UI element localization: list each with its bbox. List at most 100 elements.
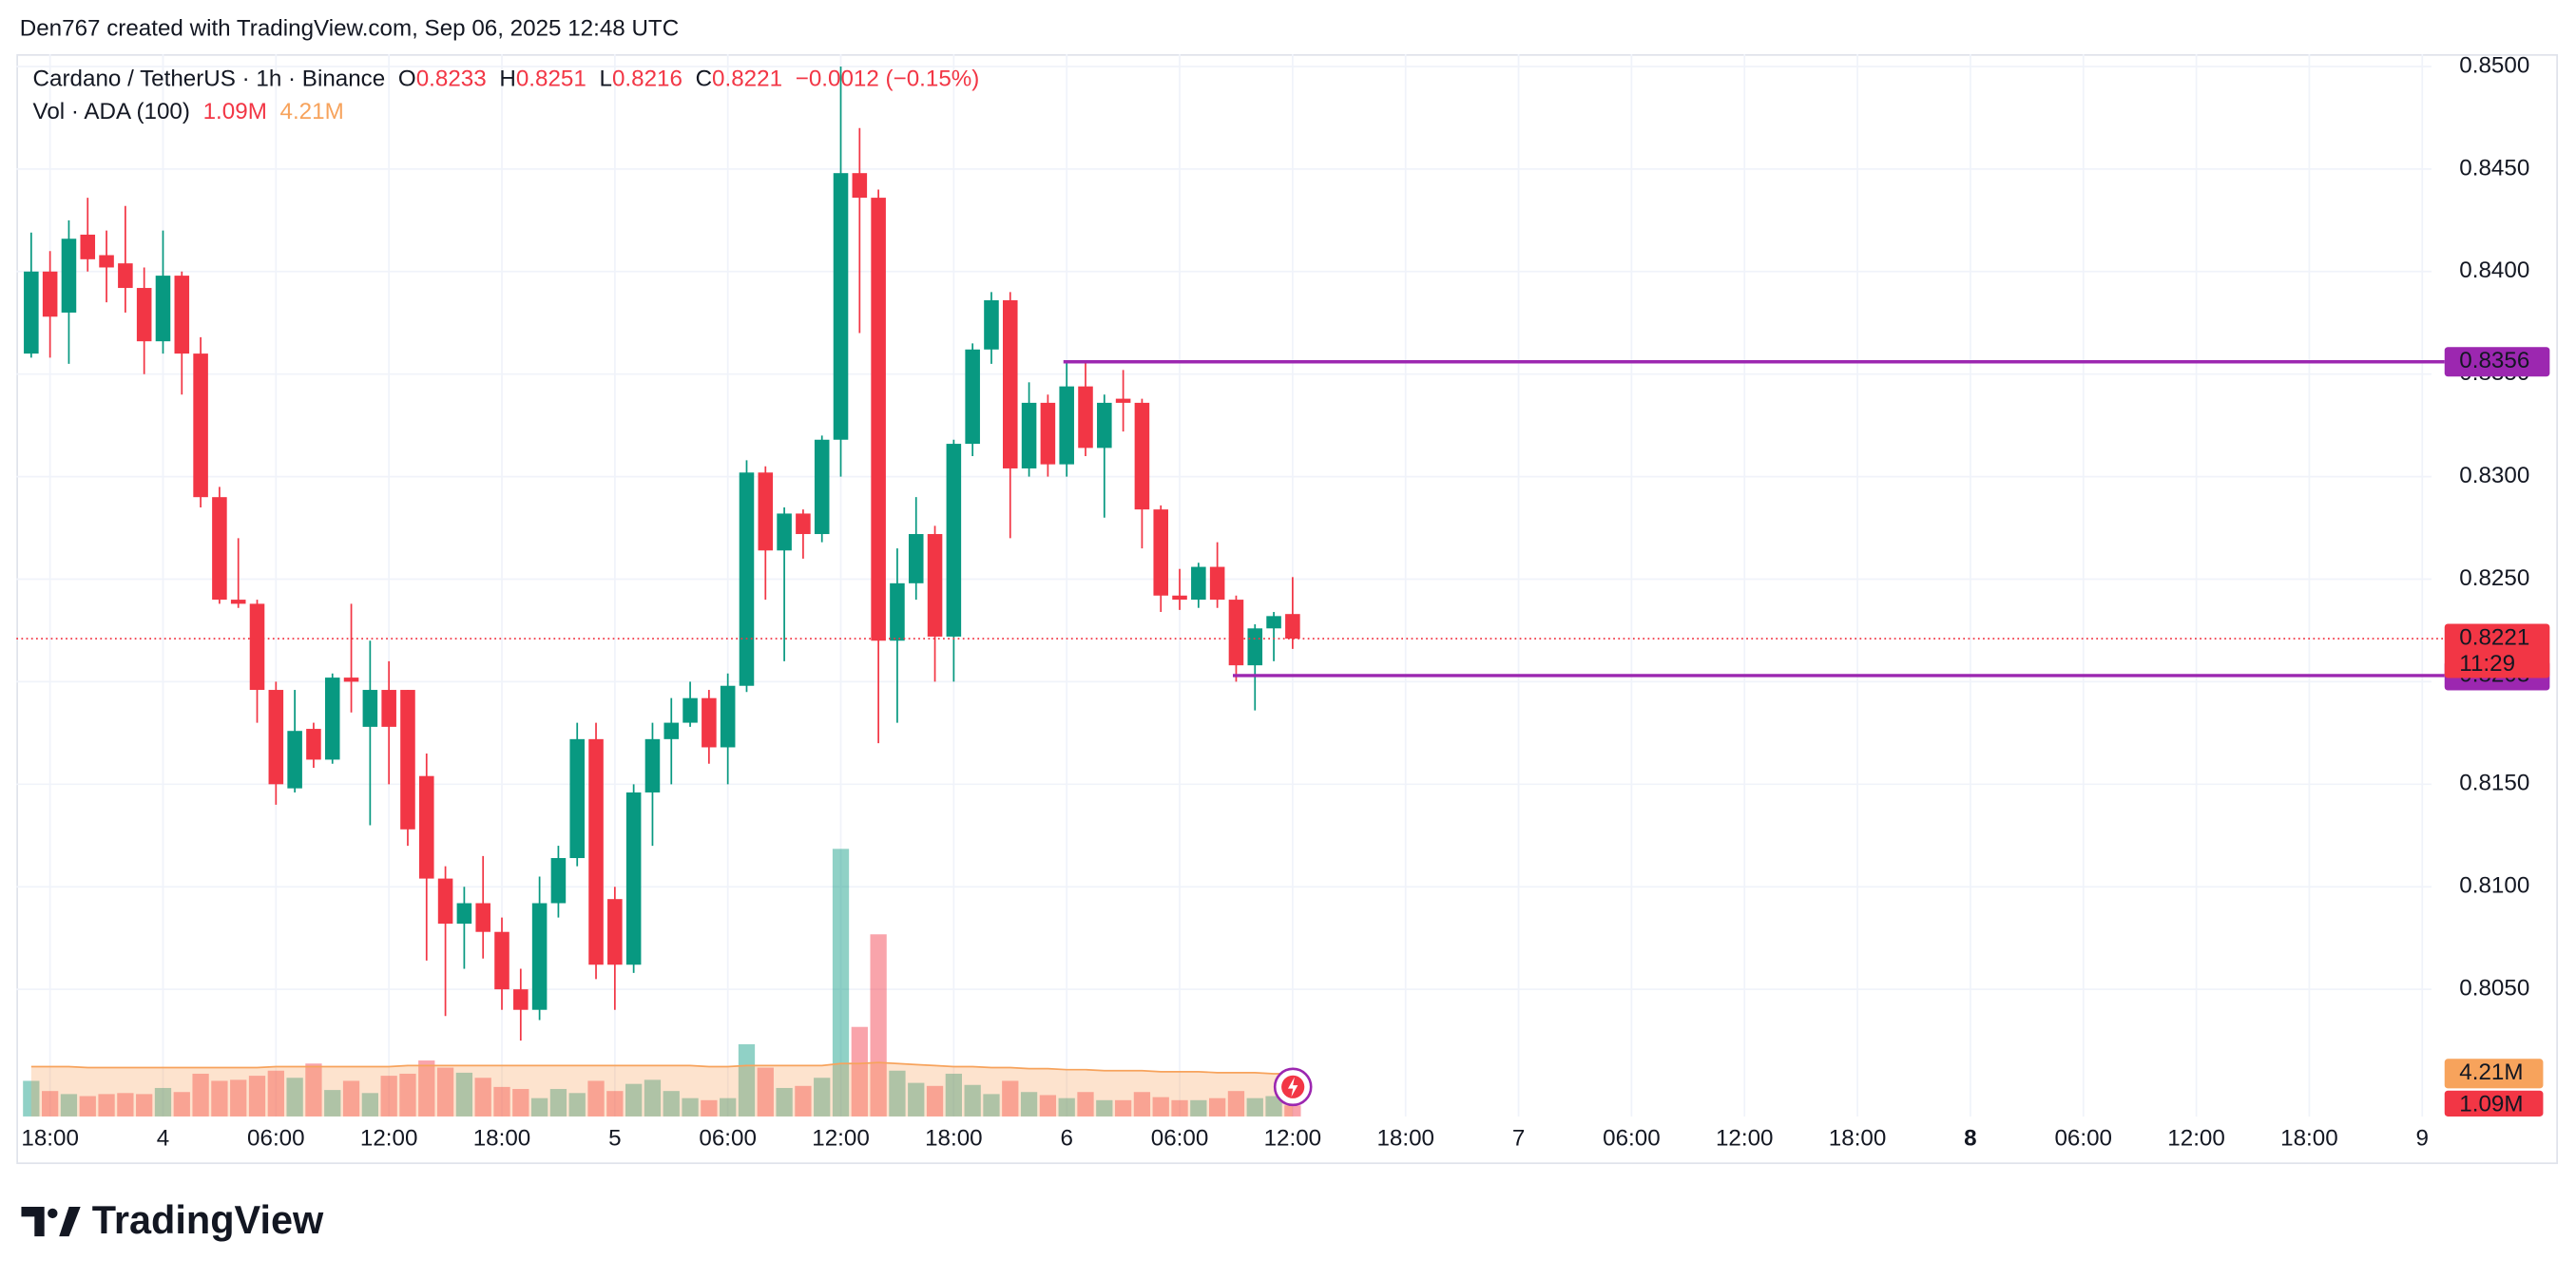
volume-bar [738,1043,756,1117]
x-tick-label: 12:00 [812,1126,870,1152]
y-tick-label: 0.8450 [2459,155,2529,181]
low-value: 0.8216 [612,67,682,92]
volume-bar [625,1083,643,1117]
legend: Cardano / TetherUS · 1h · Binance O0.823… [33,67,980,92]
candle-body [306,729,321,760]
candle-body [1059,386,1074,465]
change: −0.0012 (−0.15%) [796,67,980,92]
volume-title: Vol · ADA (100) [33,100,190,125]
price-pane [16,66,2445,1041]
candle-body [531,903,548,1010]
candle-body [24,271,39,354]
volume-tag [2444,1090,2544,1117]
volume-bar [795,1085,812,1117]
candle-body [437,878,453,925]
candle-body [1266,616,1281,629]
x-tick-label: 06:00 [1151,1126,1209,1152]
volume-bar [776,1087,793,1117]
x-tick-label: 18:00 [925,1126,983,1152]
volume-bar [399,1073,416,1117]
volume-bar [380,1076,397,1117]
volume-bar [1039,1095,1057,1117]
x-tick-label: 06:00 [2054,1126,2112,1152]
x-tick-label: 06:00 [1603,1126,1661,1152]
candle-body [456,903,472,925]
volume-pane [23,849,1301,1117]
volume-legend: Vol · ADA (100) 1.09M 4.21M [33,100,344,125]
ma-tag-label: 4.21M [2459,1059,2523,1085]
candle-body [1285,614,1300,640]
candle-body [42,271,58,317]
x-tick-label: 5 [608,1126,621,1152]
volume-bar [644,1079,662,1117]
x-tick-label: 9 [2416,1126,2429,1152]
candle-body [61,239,77,313]
candle-body [720,685,736,748]
candle-body [927,534,943,637]
volume-bar [324,1090,341,1117]
volume-bar [60,1094,78,1117]
volume-bar [701,1099,718,1117]
candle-body [702,697,717,748]
x-tick-label: 8 [1964,1126,1976,1152]
symbol: Cardano / TetherUS · 1h · Binance [33,67,386,92]
credit: Den767 created with TradingView.com, Sep… [20,15,679,41]
candle-body [569,738,586,859]
candle-body [625,792,642,965]
x-tick-label: 12:00 [2167,1126,2225,1152]
x-tick-label: 12:00 [360,1126,418,1152]
volume-bar [1077,1092,1094,1117]
x-tick-label: 7 [1512,1126,1525,1152]
x-tick-label: 18:00 [21,1126,79,1152]
candle-body [682,697,698,723]
volume-bar [230,1079,247,1117]
x-tick-label: 06:00 [699,1126,757,1152]
low-label: L [599,67,611,92]
close-value: 0.8221 [712,67,782,92]
volume-bar [587,1080,605,1117]
countdown: 11:29 [2459,651,2515,677]
candle-body [946,444,962,637]
close-label: C [696,67,712,92]
volume-bar [23,1080,40,1117]
candle-body [833,173,849,440]
volume-bar [682,1098,699,1117]
volume-bar [1096,1099,1113,1117]
candle-body [136,288,152,342]
volume-bar [851,1026,868,1117]
x-tick-label: 18:00 [473,1126,531,1152]
volume-bar [1284,1105,1301,1117]
volume-bar [757,1067,774,1117]
volume-bar [814,1078,831,1117]
volume-bar [908,1082,925,1117]
candle-body [249,603,265,691]
alert-icon [1273,1067,1313,1107]
candle-body [1172,595,1187,601]
volume-bar [342,1080,360,1117]
volume-bar [926,1085,944,1117]
candle-body [118,263,133,289]
candle-body [400,690,415,830]
last-price-label: 0.8221 [2459,624,2529,650]
high-value: 0.8251 [516,67,586,92]
volume-bar [1058,1098,1075,1117]
candle-body [1191,566,1206,601]
y-tick-label: 0.8250 [2459,565,2529,591]
candle-body [644,738,661,792]
volume-bar [720,1098,737,1117]
volume-bar [211,1080,228,1117]
ma-tag [2444,1059,2544,1089]
candle-body [268,690,284,785]
candle-body [871,198,886,641]
candle-body [287,731,302,789]
volume-bar [248,1076,266,1117]
volume-bar [1246,1098,1263,1117]
volume-bar [286,1078,303,1117]
y-tick-label: 0.8400 [2459,258,2529,283]
price-tag-label: 0.8356 [2459,348,2529,373]
x-tick-label: 4 [157,1126,169,1152]
volume-bar [267,1070,284,1117]
axes: 0.80500.81000.81500.82000.82500.83000.83… [21,52,2529,1151]
candle-body [908,534,924,583]
brand: TradingView [92,1197,324,1242]
